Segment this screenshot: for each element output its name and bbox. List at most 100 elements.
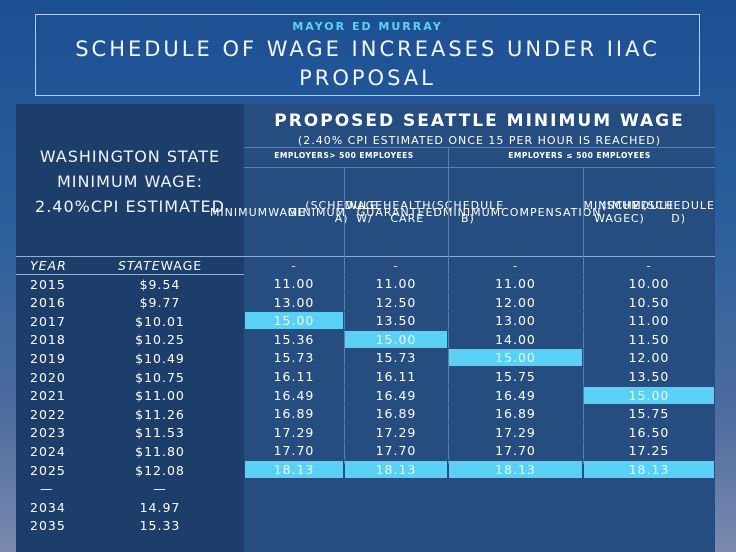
wage-cell: 11.00 — [448, 275, 583, 293]
year-cell: 2020 — [30, 369, 66, 385]
wage-cell: 17.29 — [344, 424, 448, 442]
wage-cell: 10.50 — [583, 294, 715, 312]
divider — [244, 147, 715, 148]
wage-cell: 15.73 — [344, 349, 448, 368]
wage-cell: 13.50 — [583, 368, 715, 386]
state-wage-panel: WASHINGTON STATE MINIMUM WAGE: 2.40%CPI … — [16, 104, 244, 552]
state-wage-cell: $10.25 — [135, 332, 185, 348]
column-header-line: MINIMUM — [442, 205, 502, 219]
year-cell: 2024 — [30, 443, 66, 459]
state-wage-cell: — — [153, 481, 167, 497]
wage-cell: 16.49 — [344, 387, 448, 405]
column-header-line: (SCHEDULE D) — [642, 199, 715, 225]
column-header-line: MINIMUM — [209, 205, 269, 219]
year-cell: 2035 — [30, 518, 66, 534]
year-cell: 2025 — [30, 462, 66, 478]
year-column-header: YEAR — [30, 257, 67, 273]
wage-cell: 13.00 — [448, 312, 583, 331]
wage-cell: 18.13 — [584, 461, 714, 479]
seattle-title: PROPOSED SEATTLE MINIMUM WAGE — [274, 111, 685, 131]
wage-cell: 11.50 — [583, 331, 715, 349]
year-cell: 2016 — [30, 295, 66, 311]
state-wage-cell: $12.08 — [135, 462, 185, 478]
state-wage-cell: $9.54 — [139, 276, 181, 292]
state-wage-cell: $10.01 — [135, 313, 185, 329]
column-header: GUARANTEED MINIMUM COMPENSATION (SCHEDULE C… — [357, 170, 674, 254]
year-cell: 2022 — [30, 406, 66, 422]
column-header-line: MINIMUM WAGE — [583, 199, 642, 225]
wage-cell: 11.00 — [344, 275, 448, 293]
wage-cell: 17.25 — [583, 442, 715, 461]
state-word: STATE — [118, 257, 161, 273]
state-wage-cell: 14.97 — [139, 499, 181, 515]
year-cell: — — [40, 481, 54, 497]
title-box: MAYOR ED MURRAY SCHEDULE OF WAGE INCREAS… — [35, 14, 700, 96]
year-cell: 2034 — [30, 499, 66, 515]
group-large-employers: EMPLOYERS> 500 EMPLOYEES — [274, 151, 414, 160]
year-cell: 2021 — [30, 388, 66, 404]
year-cell: 2018 — [30, 332, 66, 348]
wage-cell: 18.13 — [245, 461, 343, 479]
column-header-line: COMPENSATION — [501, 205, 602, 219]
year-cell: 2023 — [30, 425, 66, 441]
wage-cell: 18.13 — [345, 461, 447, 479]
state-wage-cell: $11.00 — [135, 388, 185, 404]
empty-cell: - — [244, 257, 344, 275]
wage-cell: 16.89 — [244, 405, 344, 424]
empty-cell: - — [344, 257, 448, 275]
state-wage-column-header: STATE WAGE — [118, 257, 203, 273]
state-wage-cell: $11.53 — [135, 425, 185, 441]
wage-cell: 16.11 — [244, 368, 344, 386]
state-wage-cell: $9.77 — [139, 295, 181, 311]
heading-line: WASHINGTON STATE — [39, 147, 221, 166]
state-wage-cell: $10.75 — [135, 369, 185, 385]
wage-cell: 15.75 — [448, 368, 583, 386]
wage-cell: 13.50 — [344, 312, 448, 331]
wage-cell: 17.70 — [244, 442, 344, 461]
wage-cell: 15.36 — [244, 331, 344, 349]
state-wage-cell: $11.26 — [135, 406, 185, 422]
wage-cell: 16.49 — [448, 387, 583, 405]
column-header-line: HEALTH CARE — [383, 199, 432, 225]
empty-cell: - — [448, 257, 583, 275]
column-header-line: MINIMUM — [287, 205, 347, 219]
heading-line: 2.40%CPI ESTIMATED — [35, 197, 225, 216]
wage-cell: 12.00 — [448, 294, 583, 312]
wage-cell: 14.00 — [448, 331, 583, 349]
state-wage-cell: $10.49 — [135, 350, 185, 366]
wage-cell: 16.89 — [344, 405, 448, 424]
year-cell: 2019 — [30, 350, 66, 366]
state-wage-cell: 15.33 — [139, 518, 181, 534]
year-cell: 2015 — [30, 276, 66, 292]
state-wage-cell: $11.80 — [135, 443, 185, 459]
year-cell: 2017 — [30, 313, 66, 329]
wage-cell: 15.00 — [584, 386, 714, 405]
wage-cell: 16.50 — [583, 424, 715, 442]
divider — [244, 167, 715, 168]
wage-cell: 17.29 — [244, 424, 344, 442]
column-header-line: (SCHEDULE C) — [601, 199, 675, 225]
heading-line: MINIMUM WAGE: — [56, 172, 204, 191]
divider — [16, 256, 715, 257]
divider — [583, 167, 584, 464]
wage-cell: 12.00 — [583, 349, 715, 368]
wage-cell: 11.00 — [583, 312, 715, 331]
wage-cell: 17.70 — [344, 442, 448, 461]
seattle-subtitle: (2.40% CPI ESTIMATED ONCE 15 PER HOUR IS… — [297, 134, 662, 147]
group-small-employers: EMPLOYERS ≤ 500 EMPLOYEES — [508, 151, 651, 160]
supertitle: MAYOR ED MURRAY — [292, 20, 443, 33]
column-header: MINIMUM WAGE W/HEALTH CARE (SCHEDULE B) — [288, 170, 503, 254]
state-wage-heading: WASHINGTON STATE MINIMUM WAGE: 2.40%CPI … — [16, 144, 244, 219]
wage-cell: 15.75 — [583, 405, 715, 424]
column-header-line: WAGE — [268, 205, 306, 219]
column-header: MINIMUM WAGE (SCHEDULE D) — [583, 170, 715, 254]
column-header-line: WAGE W/ — [346, 199, 384, 225]
column-header-line: (SCHEDULE B) — [431, 199, 505, 225]
column-header-line: GUARANTEED — [356, 205, 443, 219]
wage-cell: 16.89 — [448, 405, 583, 424]
wage-cell: 11.00 — [244, 275, 344, 293]
wage-cell: 15.00 — [449, 349, 582, 368]
wage-cell: 17.29 — [448, 424, 583, 442]
wage-cell: 15.00 — [245, 312, 343, 331]
wage-cell: 16.49 — [244, 387, 344, 405]
